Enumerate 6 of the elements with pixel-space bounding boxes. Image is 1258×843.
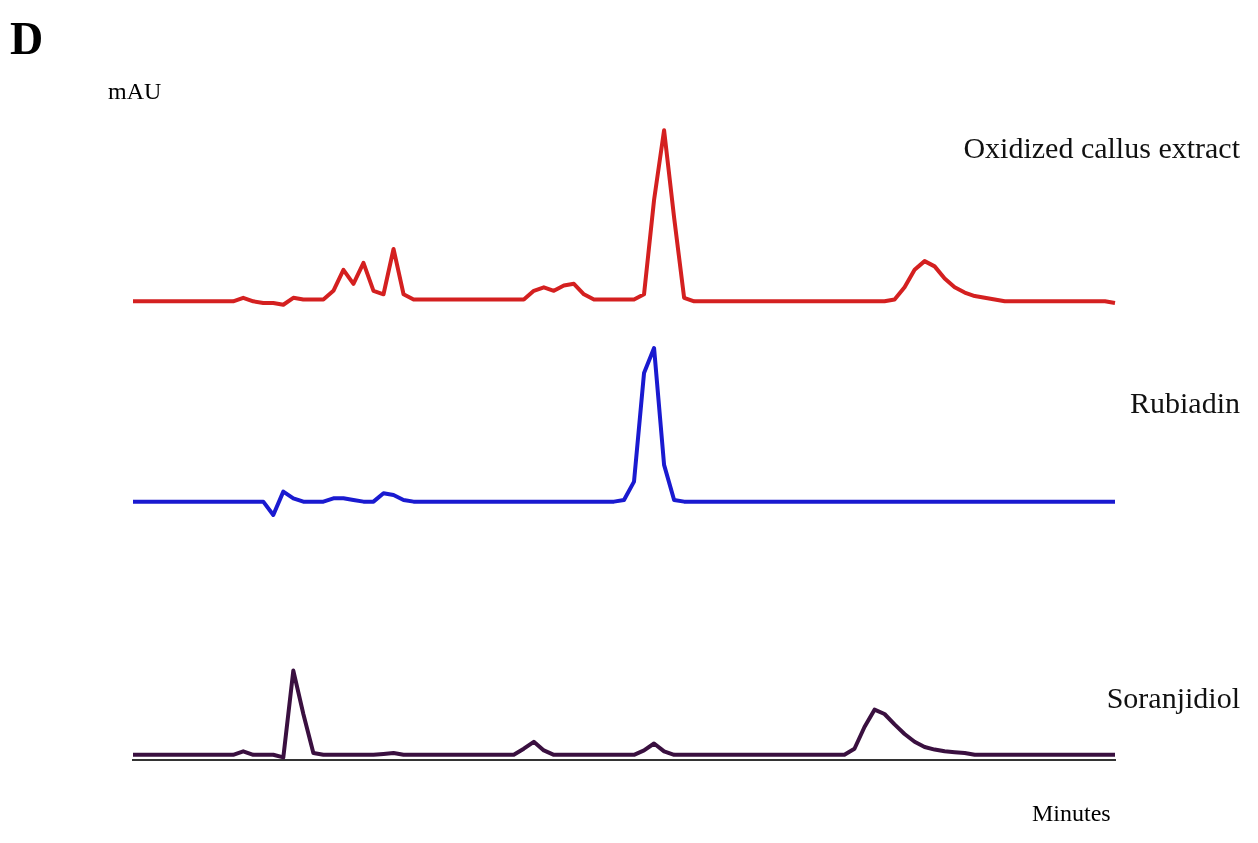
text: Rubiadin: [1130, 385, 1240, 419]
y-axis-title: mAU: [108, 78, 162, 105]
x-axis-title: Minutes: [1032, 800, 1111, 827]
chart-title: D: [10, 12, 44, 65]
text: Oxidized callus extract: [963, 130, 1241, 164]
series-label: Soranjidiol: [1106, 681, 1240, 715]
